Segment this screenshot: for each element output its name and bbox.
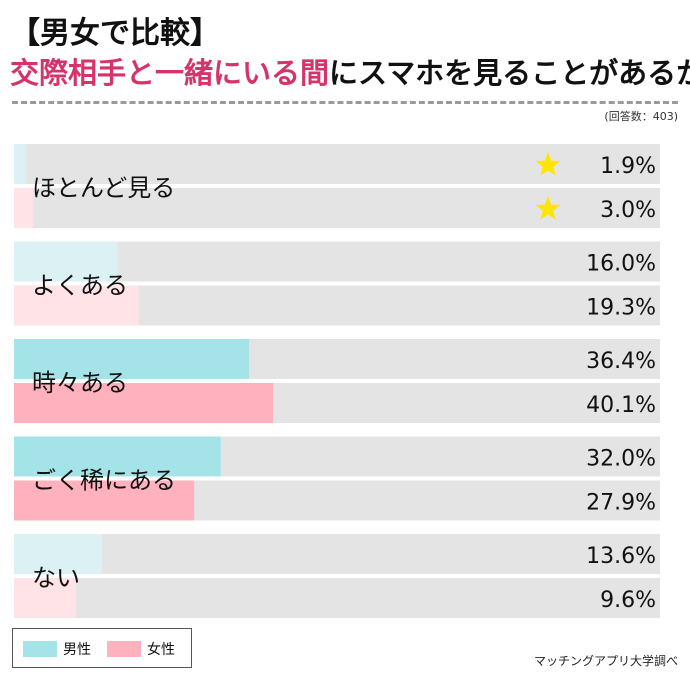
legend-item-male: 男性 bbox=[23, 640, 91, 658]
chart-title-line2: 交際相手と一緒にいる間にスマホを見ることがあるか bbox=[10, 50, 690, 92]
bar-male-4 bbox=[14, 534, 102, 574]
star-icon bbox=[535, 196, 561, 220]
category-label: よくある bbox=[32, 272, 128, 300]
bar-male-1 bbox=[14, 241, 118, 282]
star-icon bbox=[535, 152, 561, 176]
data-label: 27.9% bbox=[586, 491, 656, 516]
data-label: 16.0% bbox=[586, 252, 656, 277]
chart-title-line1: 【男女で比較】 bbox=[10, 16, 220, 51]
data-label: 9.6% bbox=[600, 588, 656, 613]
respondent-count: (回答数：403) bbox=[604, 110, 678, 123]
data-label: 40.1% bbox=[586, 393, 656, 418]
category-label: ごく稀にある bbox=[32, 467, 176, 495]
data-label: 36.4% bbox=[586, 349, 656, 374]
data-label: 13.6% bbox=[586, 544, 656, 569]
legend-label-male: 男性 bbox=[63, 642, 91, 658]
data-label: 32.0% bbox=[586, 447, 656, 472]
category-label: ない bbox=[32, 564, 80, 592]
bar-female-4 bbox=[14, 578, 77, 618]
bar-female-1 bbox=[14, 285, 139, 326]
data-label: 19.3% bbox=[586, 296, 656, 321]
bar-male-3 bbox=[14, 436, 221, 477]
category-label: ほとんど見る bbox=[32, 174, 175, 202]
bar-track bbox=[14, 241, 660, 282]
legend: 男性 女性 bbox=[12, 628, 192, 668]
legend-swatch-female bbox=[107, 641, 141, 657]
title-rest: にスマホを見ることがあるか bbox=[329, 56, 690, 90]
bar-male-2 bbox=[14, 339, 250, 379]
data-label: 3.0% bbox=[600, 198, 656, 223]
data-label: 1.9% bbox=[600, 154, 656, 179]
source-note: マッチングアプリ大学調べ bbox=[533, 654, 678, 668]
bar-female-2 bbox=[14, 383, 274, 423]
category-label: 時々ある bbox=[32, 369, 128, 397]
bar-track bbox=[14, 534, 660, 574]
bar-female-3 bbox=[14, 480, 195, 521]
title-divider bbox=[12, 101, 678, 104]
bar-male-0 bbox=[14, 144, 27, 184]
legend-label-female: 女性 bbox=[147, 642, 175, 658]
bar-track bbox=[14, 578, 660, 618]
bar-female-0 bbox=[14, 188, 34, 228]
legend-item-female: 女性 bbox=[107, 640, 175, 658]
title-highlight: 交際相手と一緒にいる間 bbox=[10, 56, 330, 90]
legend-swatch-male bbox=[23, 641, 57, 657]
